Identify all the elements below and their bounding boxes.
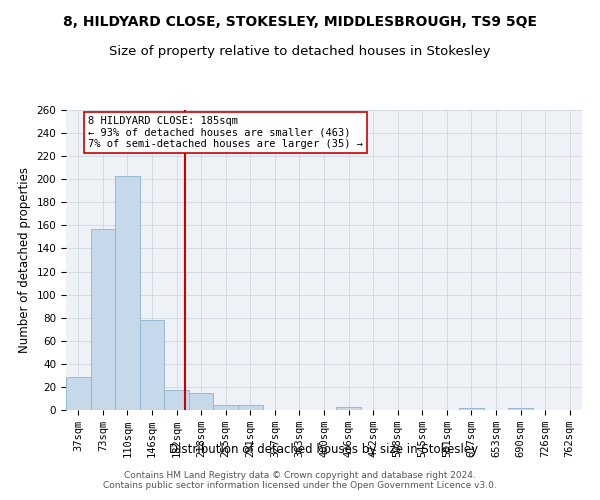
Text: 8, HILDYARD CLOSE, STOKESLEY, MIDDLESBROUGH, TS9 5QE: 8, HILDYARD CLOSE, STOKESLEY, MIDDLESBRO… [63, 15, 537, 29]
Text: Contains HM Land Registry data © Crown copyright and database right 2024.
Contai: Contains HM Land Registry data © Crown c… [103, 470, 497, 490]
Bar [164, 390, 189, 410]
Bar [214, 406, 238, 410]
Text: Distribution of detached houses by size in Stokesley: Distribution of detached houses by size … [169, 442, 479, 456]
Text: 8 HILDYARD CLOSE: 185sqm
← 93% of detached houses are smaller (463)
7% of semi-d: 8 HILDYARD CLOSE: 185sqm ← 93% of detach… [88, 116, 363, 149]
Bar [189, 392, 214, 410]
Bar [508, 408, 533, 410]
Text: Size of property relative to detached houses in Stokesley: Size of property relative to detached ho… [109, 45, 491, 58]
Bar [91, 229, 115, 410]
Bar [459, 408, 484, 410]
Bar [140, 320, 164, 410]
Bar [115, 176, 140, 410]
Bar [336, 406, 361, 410]
Bar [66, 376, 91, 410]
Y-axis label: Number of detached properties: Number of detached properties [18, 167, 31, 353]
Bar [238, 406, 263, 410]
